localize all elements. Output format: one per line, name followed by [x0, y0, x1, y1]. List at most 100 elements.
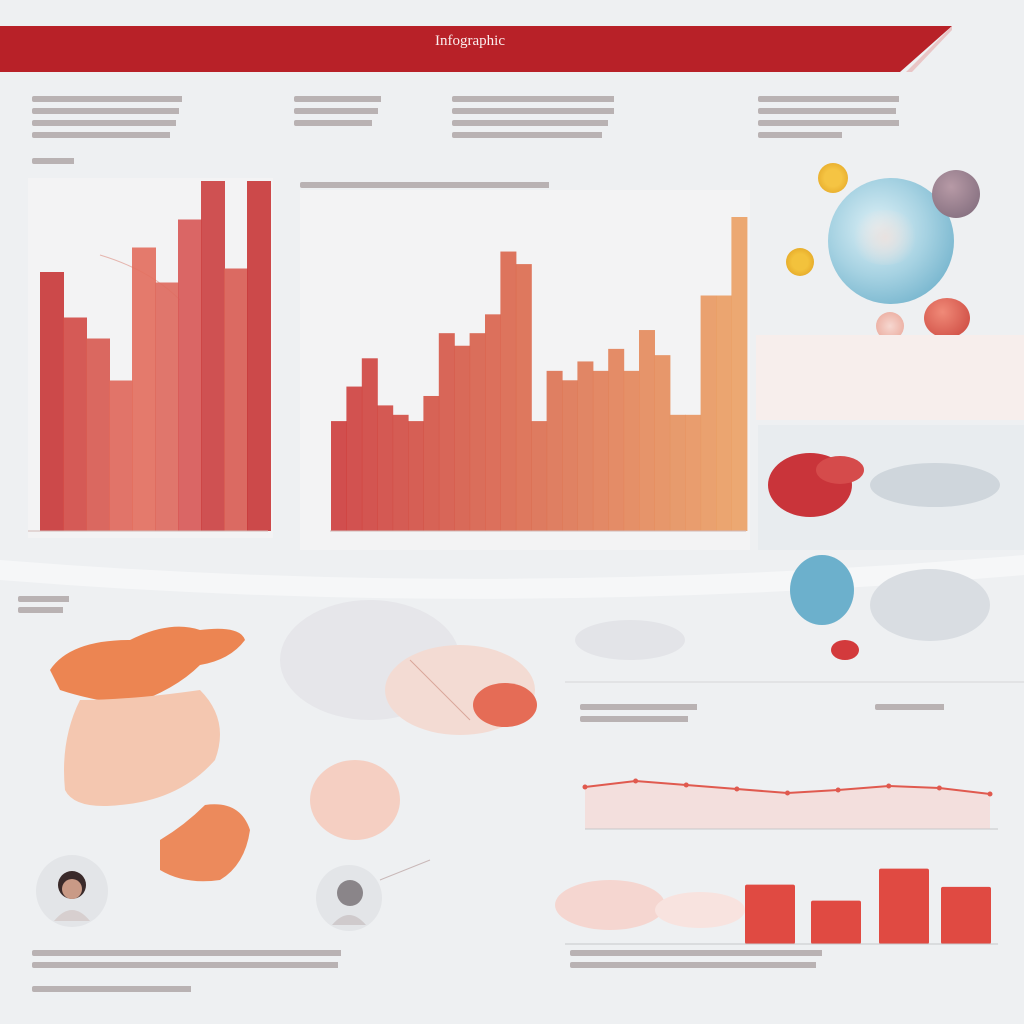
planet-icon [924, 298, 970, 338]
bar [716, 295, 732, 531]
text-block [758, 120, 993, 126]
bar [361, 358, 378, 531]
line-chart-lower-right [582, 778, 993, 829]
bar [731, 217, 748, 531]
bar [811, 900, 861, 944]
bar [669, 414, 686, 531]
line-point [734, 786, 740, 792]
bar [700, 295, 717, 531]
bar [155, 282, 179, 531]
text-block [18, 596, 103, 602]
bar [469, 333, 486, 531]
text-block [570, 950, 990, 956]
bar [224, 268, 248, 531]
series-area [585, 781, 990, 829]
globe-landmass-icon [850, 210, 920, 265]
bar-chart-left [40, 181, 271, 531]
map-region-grey [870, 569, 990, 641]
bar-chart-bottom-right [745, 868, 991, 944]
line-point [785, 790, 790, 796]
bar [623, 370, 640, 531]
map-region-teal [790, 555, 854, 625]
bar [438, 333, 455, 531]
bar [63, 317, 87, 531]
map-region-peach [64, 690, 220, 806]
bar [392, 414, 409, 531]
line-point [582, 784, 588, 790]
line-point [886, 783, 892, 789]
bar [654, 355, 671, 531]
text-block [452, 108, 722, 114]
bar [247, 181, 271, 531]
text-block [18, 607, 93, 613]
bar [500, 251, 517, 532]
banner-title: Infographic [435, 33, 505, 49]
line-point [835, 787, 841, 793]
bar [132, 247, 156, 531]
bar [485, 314, 501, 531]
map-region-red [831, 640, 859, 660]
text-block [580, 704, 775, 710]
text-block [294, 96, 439, 102]
map-region-peach [655, 892, 745, 928]
text-block [294, 108, 434, 114]
connector-line [409, 659, 471, 721]
bar [178, 219, 202, 531]
bar [109, 380, 133, 531]
avatar [36, 855, 108, 927]
text-block [32, 158, 102, 164]
avatar [316, 865, 382, 931]
text-block [294, 120, 424, 126]
text-block [570, 962, 980, 968]
bar [454, 345, 471, 531]
line-point [633, 778, 639, 784]
text-block [580, 716, 760, 722]
text-block [300, 182, 715, 188]
map-region-orange [50, 626, 245, 705]
bar [639, 330, 655, 531]
bar [86, 338, 110, 531]
text-block [452, 96, 722, 102]
text-block [758, 96, 993, 102]
sun-icon [818, 163, 848, 193]
text-block [452, 120, 712, 126]
bar [745, 884, 795, 944]
map-region-grey [870, 463, 1000, 507]
bar [562, 380, 578, 531]
text-block [32, 120, 272, 126]
line-point [683, 782, 689, 788]
bar [531, 421, 548, 531]
text-block [32, 108, 277, 114]
text-block [758, 132, 898, 138]
bar [592, 370, 609, 531]
bar [577, 361, 594, 531]
text-block [32, 986, 297, 992]
text-block [452, 132, 702, 138]
text-block [32, 962, 542, 968]
bar [377, 405, 394, 531]
bar [546, 370, 563, 531]
section-divider [0, 555, 1024, 599]
map-region-peach [555, 880, 665, 930]
text-block [32, 132, 262, 138]
text-block [32, 950, 547, 956]
map-region-peach [310, 760, 400, 840]
bar [408, 421, 424, 531]
bar [941, 886, 991, 944]
bar [423, 395, 440, 531]
planet-icon [932, 170, 980, 218]
bar [879, 868, 929, 944]
bar-chart-center [331, 217, 748, 532]
map-panel [756, 335, 1024, 420]
bar [331, 421, 347, 531]
text-block [875, 704, 990, 710]
bar [685, 414, 702, 531]
connector-line [379, 859, 431, 881]
title-banner [0, 26, 952, 72]
sun-icon [786, 248, 814, 276]
bar [608, 348, 625, 531]
map-region-orange [160, 804, 250, 882]
map-region-red [816, 456, 864, 484]
bar [201, 181, 225, 531]
